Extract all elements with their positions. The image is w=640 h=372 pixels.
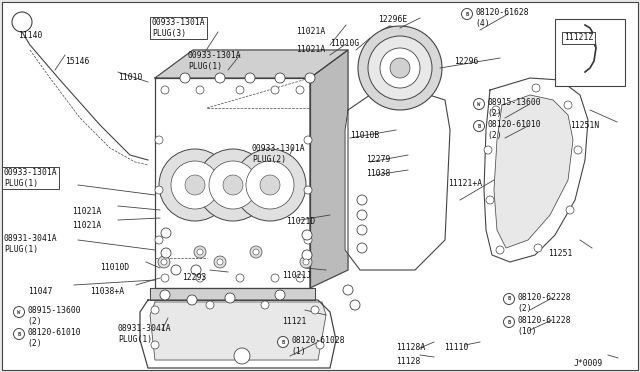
Circle shape	[316, 341, 324, 349]
Text: W: W	[477, 102, 481, 106]
Circle shape	[260, 175, 280, 195]
Text: 08120-61628
(4): 08120-61628 (4)	[475, 8, 529, 28]
Text: 11010B: 11010B	[350, 131, 380, 141]
Text: B: B	[508, 296, 511, 301]
Text: 12296E: 12296E	[378, 16, 407, 25]
Circle shape	[160, 290, 170, 300]
Circle shape	[390, 58, 410, 78]
Circle shape	[350, 300, 360, 310]
Polygon shape	[380, 26, 420, 65]
Text: B: B	[282, 340, 285, 344]
Circle shape	[271, 86, 279, 94]
Circle shape	[275, 290, 285, 300]
Circle shape	[13, 307, 24, 317]
Circle shape	[486, 196, 494, 204]
Text: J*0009: J*0009	[574, 359, 604, 369]
Circle shape	[206, 301, 214, 309]
Circle shape	[161, 274, 169, 282]
Circle shape	[474, 99, 484, 109]
Text: 00933-1301A
PLUG(2): 00933-1301A PLUG(2)	[252, 144, 306, 164]
Circle shape	[225, 293, 235, 303]
Circle shape	[504, 317, 515, 327]
Text: B: B	[508, 320, 511, 324]
Circle shape	[304, 186, 312, 194]
Text: 11121+A: 11121+A	[448, 180, 482, 189]
FancyBboxPatch shape	[555, 19, 625, 86]
Text: 00933-1301A
PLUG(3): 00933-1301A PLUG(3)	[152, 18, 205, 38]
Circle shape	[13, 328, 24, 340]
Text: 11010: 11010	[118, 74, 142, 83]
Circle shape	[461, 9, 472, 19]
Polygon shape	[140, 300, 336, 368]
Circle shape	[311, 306, 319, 314]
Circle shape	[358, 26, 442, 110]
Text: 11047: 11047	[28, 286, 52, 295]
Text: 11110: 11110	[444, 343, 468, 353]
Circle shape	[296, 274, 304, 282]
Text: 11021A: 11021A	[72, 221, 101, 231]
Text: 00933-1301A
PLUG(1): 00933-1301A PLUG(1)	[4, 168, 58, 188]
Circle shape	[159, 149, 231, 221]
Text: 12279: 12279	[366, 154, 390, 164]
Text: 08120-61228
(10): 08120-61228 (10)	[517, 316, 571, 336]
Circle shape	[253, 249, 259, 255]
Circle shape	[161, 248, 171, 258]
Circle shape	[300, 256, 312, 268]
Circle shape	[155, 186, 163, 194]
Text: 00933-1301A
PLUG(1): 00933-1301A PLUG(1)	[188, 51, 242, 71]
Circle shape	[187, 295, 197, 305]
Text: 11128A: 11128A	[396, 343, 425, 353]
Circle shape	[564, 101, 572, 109]
Text: 11021D: 11021D	[286, 217, 316, 225]
Circle shape	[574, 146, 582, 154]
Circle shape	[343, 285, 353, 295]
Circle shape	[236, 86, 244, 94]
Circle shape	[155, 136, 163, 144]
Circle shape	[161, 228, 171, 238]
Circle shape	[484, 146, 492, 154]
Circle shape	[161, 259, 167, 265]
Text: 08120-61010
(2): 08120-61010 (2)	[487, 120, 541, 140]
Circle shape	[532, 84, 540, 92]
Circle shape	[223, 175, 243, 195]
Text: B: B	[465, 12, 468, 16]
Text: 11021A: 11021A	[72, 206, 101, 215]
Circle shape	[191, 265, 201, 275]
Circle shape	[151, 341, 159, 349]
Text: 11038+A: 11038+A	[90, 286, 124, 295]
Text: 11010G: 11010G	[330, 39, 359, 48]
Circle shape	[217, 259, 223, 265]
Circle shape	[194, 246, 206, 258]
Circle shape	[305, 73, 315, 83]
Circle shape	[215, 73, 225, 83]
Text: W: W	[17, 310, 20, 314]
Text: 08931-3041A
PLUG(1): 08931-3041A PLUG(1)	[118, 324, 172, 344]
Circle shape	[380, 48, 420, 88]
Polygon shape	[484, 78, 588, 262]
Circle shape	[151, 306, 159, 314]
Text: 11010D: 11010D	[100, 263, 129, 273]
Text: 08120-61028
(1): 08120-61028 (1)	[291, 336, 344, 356]
Polygon shape	[345, 92, 450, 270]
Text: 08915-13600
(2): 08915-13600 (2)	[487, 98, 541, 118]
Circle shape	[304, 136, 312, 144]
Text: B: B	[477, 124, 481, 128]
Circle shape	[357, 195, 367, 205]
Circle shape	[275, 73, 285, 83]
Circle shape	[534, 244, 542, 252]
Circle shape	[496, 246, 504, 254]
Circle shape	[236, 274, 244, 282]
Circle shape	[197, 149, 269, 221]
Text: 08915-13600
(2): 08915-13600 (2)	[27, 306, 81, 326]
Circle shape	[185, 175, 205, 195]
Text: 12296: 12296	[454, 58, 478, 67]
Text: 11121Z: 11121Z	[564, 33, 593, 42]
Text: 08120-62228
(2): 08120-62228 (2)	[517, 293, 571, 313]
Circle shape	[357, 243, 367, 253]
Text: 11140: 11140	[18, 32, 42, 41]
Circle shape	[197, 249, 203, 255]
Circle shape	[12, 12, 32, 32]
Circle shape	[196, 274, 204, 282]
Circle shape	[245, 73, 255, 83]
